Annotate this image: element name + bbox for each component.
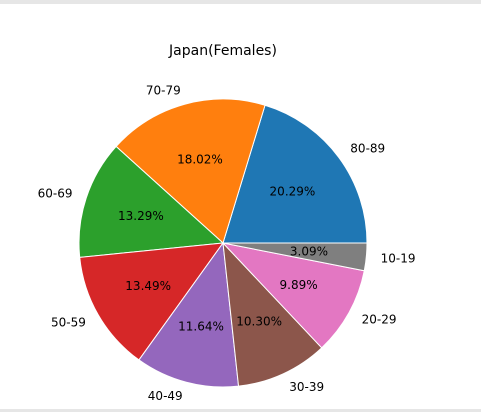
slice-percent-20-29: 9.89% — [280, 278, 318, 292]
slice-percent-30-39: 10.30% — [236, 314, 282, 328]
slice-label-10-19: 10-19 — [381, 251, 416, 265]
chart-title: Japan(Females) — [168, 43, 277, 59]
slice-percent-60-69: 13.29% — [118, 209, 164, 223]
slice-label-40-49: 40-49 — [148, 389, 183, 403]
slice-label-20-29: 20-29 — [362, 313, 397, 327]
slice-label-50-59: 50-59 — [51, 315, 86, 329]
slice-percent-40-49: 11.64% — [178, 320, 224, 334]
slice-label-30-39: 30-39 — [289, 380, 324, 394]
slice-label-70-79: 70-79 — [146, 83, 181, 97]
slice-label-80-89: 80-89 — [350, 142, 385, 156]
pie-slices — [79, 99, 367, 387]
slice-percent-80-89: 20.29% — [270, 185, 316, 199]
slice-label-60-69: 60-69 — [38, 187, 73, 201]
slice-percent-70-79: 18.02% — [177, 153, 223, 167]
slice-percent-50-59: 13.49% — [125, 279, 171, 293]
slice-percent-10-19: 3.09% — [290, 244, 328, 258]
